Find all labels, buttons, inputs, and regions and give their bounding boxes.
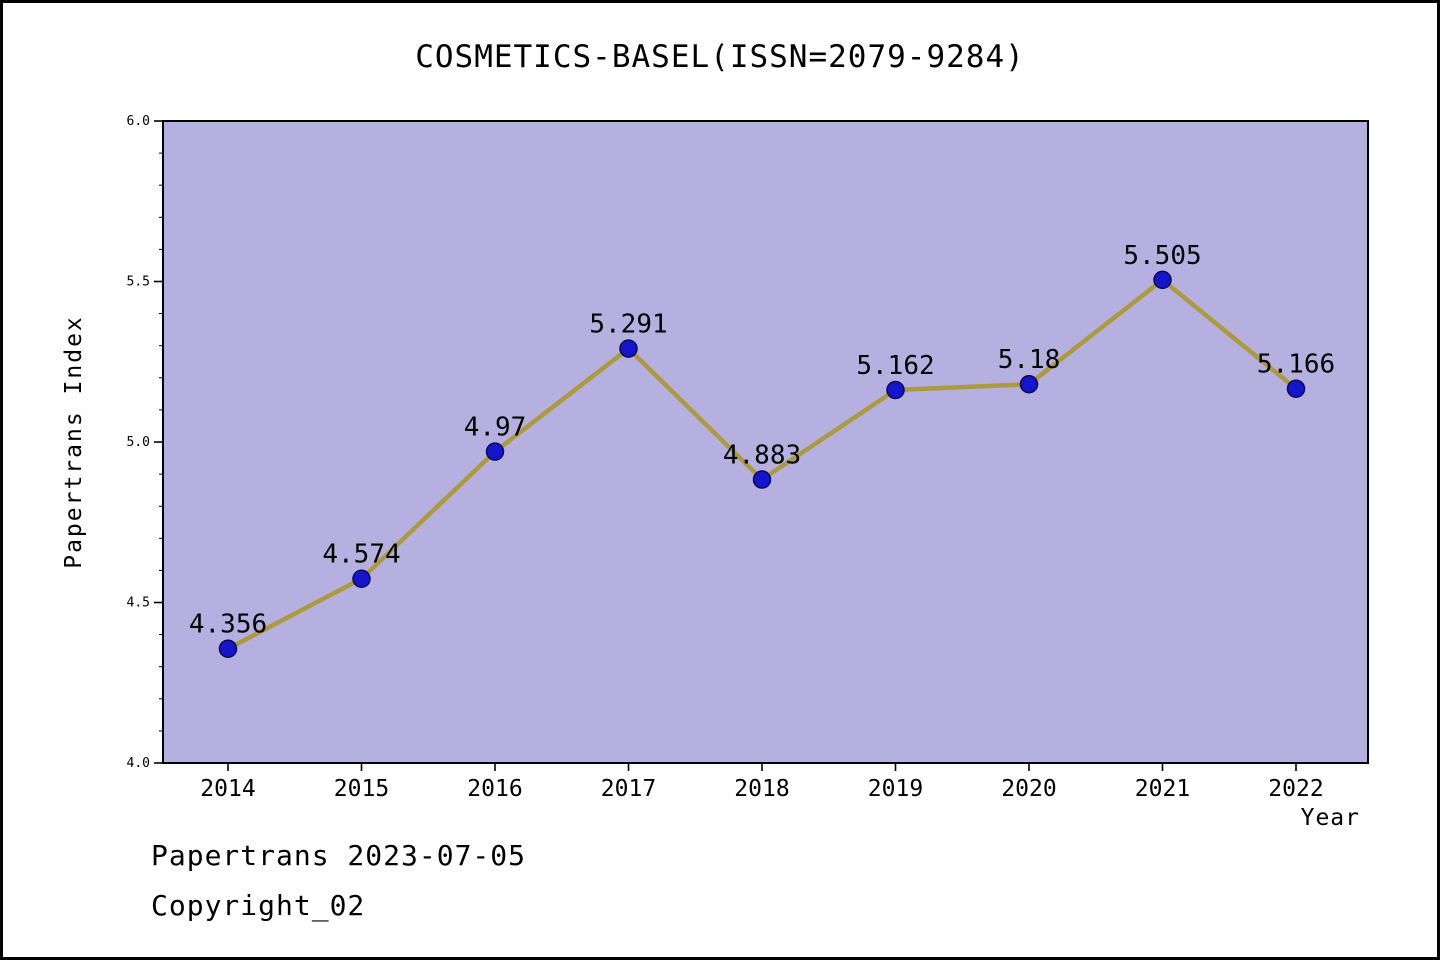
point-label: 4.97 (464, 413, 527, 443)
x-tick-label: 2020 (1001, 776, 1056, 802)
point-label: 5.18 (998, 345, 1061, 375)
y-tick-label: 4.5 (127, 596, 150, 611)
data-point (218, 639, 238, 658)
y-tick-label: 4.0 (127, 756, 150, 771)
data-point (352, 569, 371, 588)
plot-area (162, 120, 1369, 764)
x-tick-label: 2019 (868, 776, 923, 802)
point-label: 5.291 (589, 310, 667, 340)
y-tick-label: 5.5 (127, 275, 150, 290)
x-tick-label: 2016 (467, 776, 522, 802)
y-tick-label: 5.0 (127, 435, 150, 450)
point-label: 5.505 (1123, 241, 1201, 271)
line-chart: 4.0 4.5 5.0 5.5 6.0 2014 2015 2016 2017 2018 2019 2… (61, 114, 1369, 831)
x-tick-label: 2017 (601, 776, 656, 802)
point-label: 4.574 (322, 540, 400, 570)
data-point (1153, 270, 1172, 290)
data-point (485, 442, 505, 461)
data-point (1286, 379, 1306, 398)
data-point (1019, 374, 1039, 394)
footer-source-date: Papertrans 2023-07-05 (151, 839, 527, 872)
point-label: 4.356 (189, 610, 267, 640)
x-tick-label: 2015 (334, 776, 389, 802)
chart-title: COSMETICS-BASEL(ISSN=2079-9284) (415, 39, 1025, 75)
point-label: 5.166 (1257, 350, 1335, 380)
data-point (619, 339, 638, 358)
x-tick-label: 2021 (1135, 776, 1190, 802)
point-label: 5.162 (856, 351, 934, 381)
footer-copyright: Copyright_02 (151, 889, 366, 922)
x-tick-label: 2018 (734, 776, 789, 802)
point-label: 4.883 (723, 441, 801, 471)
x-tick-label: 2014 (200, 776, 255, 802)
data-point (886, 380, 905, 400)
x-tick-label: 2022 (1268, 776, 1323, 802)
y-tick-label: 6.0 (127, 114, 150, 129)
y-axis-label: Papertrans Index (61, 315, 87, 569)
data-point (752, 470, 772, 489)
x-axis-label: Year (1301, 805, 1360, 831)
